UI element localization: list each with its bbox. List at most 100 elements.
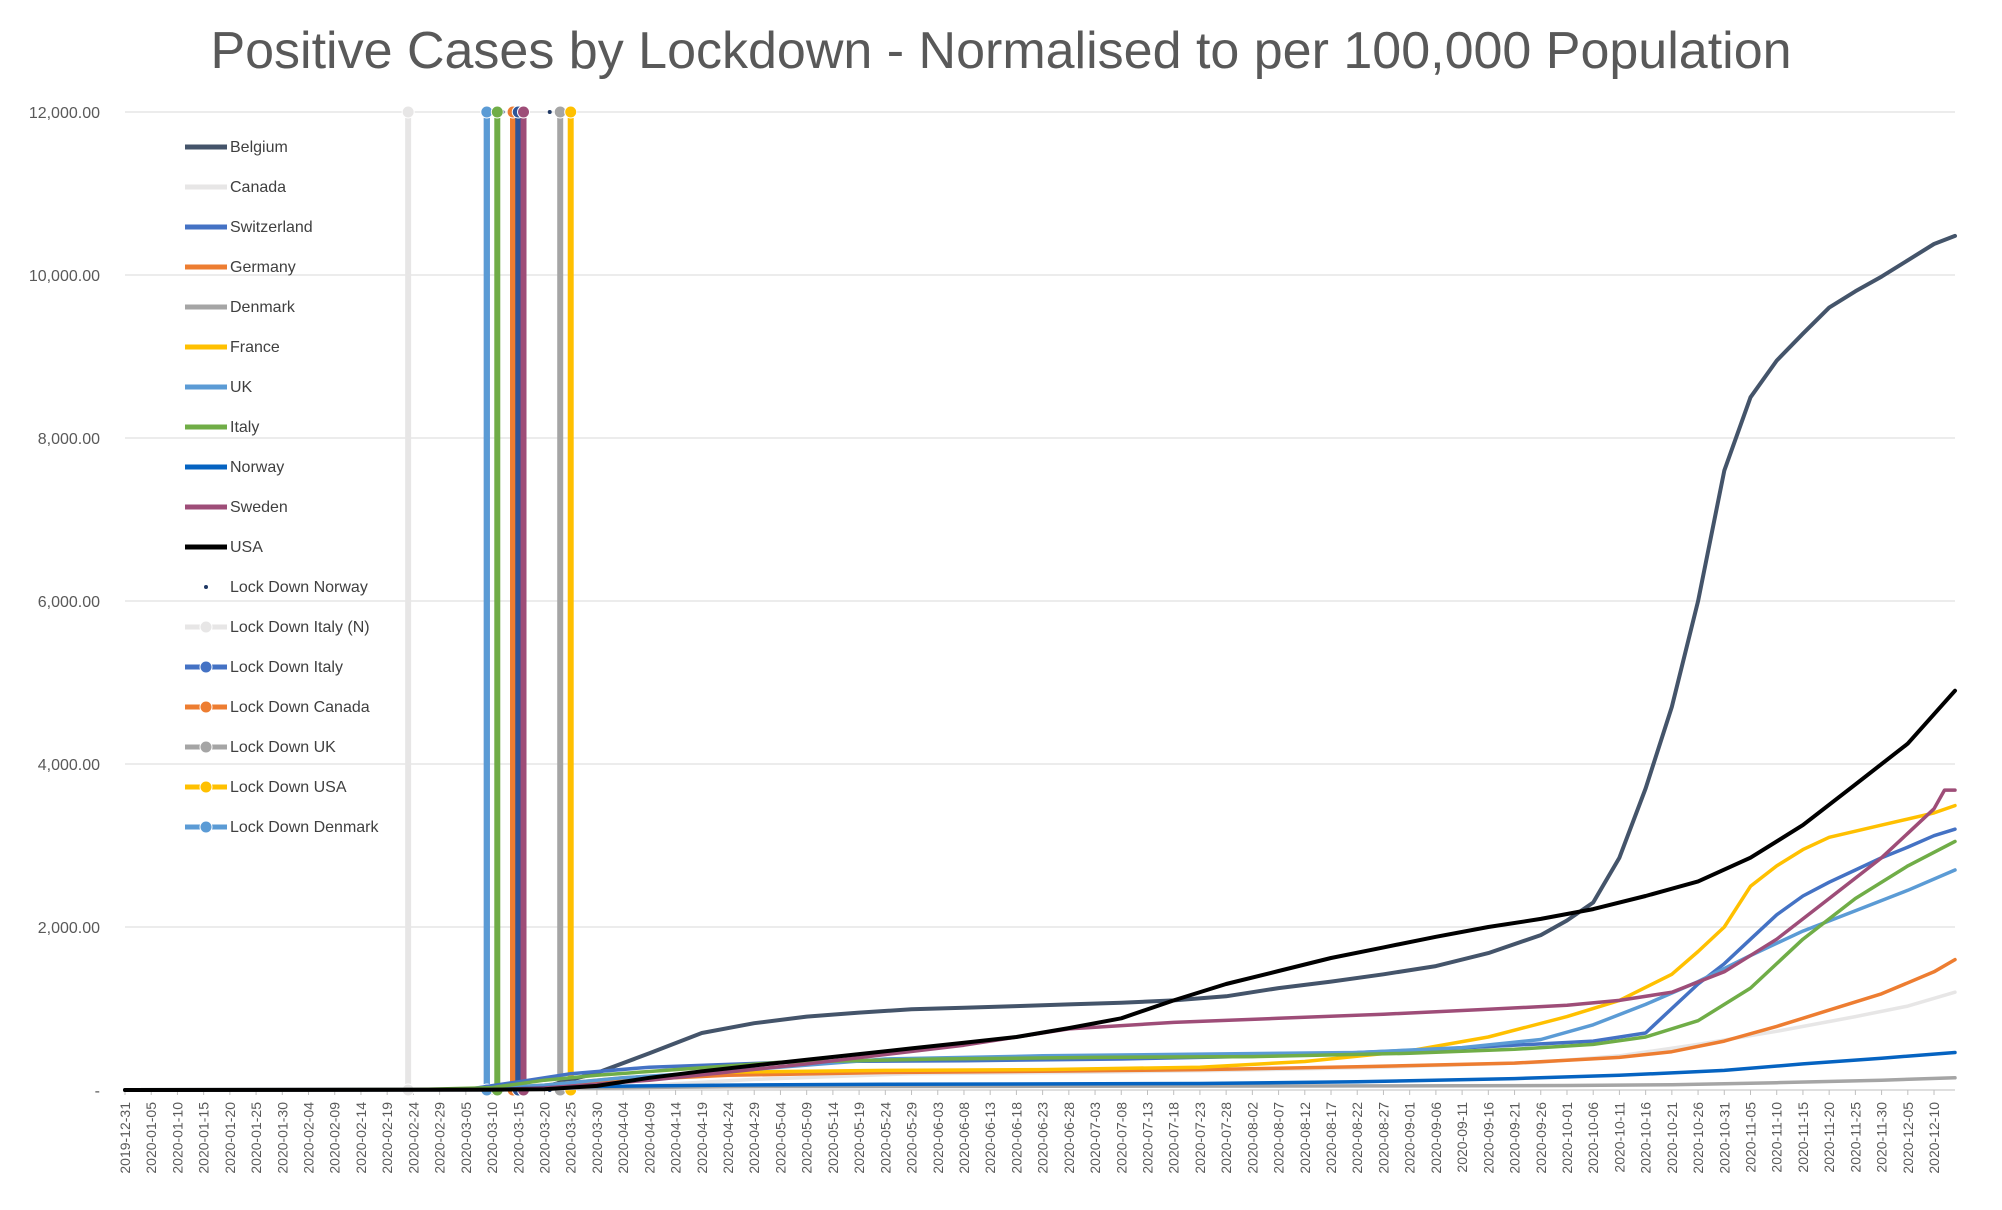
legend-label: Italy [230, 419, 259, 436]
lockdown-line-lock-down-italy-n [401, 105, 415, 1097]
x-tick-label: 2020-08-02 [1244, 1102, 1260, 1174]
series-line-uk [123, 868, 1957, 1092]
legend-label: USA [230, 539, 263, 556]
legend-item-lock-down-denmark: Lock Down Denmark [185, 819, 380, 836]
x-tick-label: 2020-05-09 [799, 1102, 815, 1174]
x-tick-label: 2020-10-11 [1611, 1102, 1627, 1173]
legend-label: Switzerland [230, 219, 313, 236]
x-axis: 2019-12-31 2020-01-05 2020-01-10 2020-01-15… [117, 1090, 1942, 1174]
legend-label: Belgium [230, 139, 288, 156]
legend-label: Norway [230, 459, 284, 476]
legend-item-belgium: Belgium [185, 139, 288, 156]
y-tick-label: 12,000.00 [29, 105, 100, 122]
x-tick-label: 2020-03-30 [589, 1102, 605, 1174]
legend-item-uk: UK [185, 379, 253, 396]
x-tick-label: 2020-12-10 [1926, 1102, 1942, 1174]
y-tick-label: 8,000.00 [38, 431, 100, 448]
x-tick-label: 2020-01-15 [196, 1102, 212, 1174]
x-tick-label: 2020-09-11 [1454, 1102, 1470, 1173]
y-tick-label: 6,000.00 [38, 594, 100, 611]
x-tick-label: 2020-10-21 [1664, 1102, 1680, 1174]
legend-label: Lock Down USA [230, 779, 347, 796]
legend-item-canada: Canada [185, 179, 286, 196]
y-tick-label: 2,000.00 [38, 920, 100, 937]
x-tick-label: 2020-06-23 [1035, 1102, 1051, 1174]
legend: Belgium Canada Switzerland Germany Denmark Fr… [185, 139, 380, 836]
gridlines [125, 111, 1955, 1091]
legend-item-lock-down-italy-n: Lock Down Italy (N) [185, 619, 370, 636]
legend-item-france: France [185, 339, 280, 356]
x-tick-label: 2020-05-24 [877, 1102, 893, 1174]
x-tick-label: 2020-02-29 [432, 1102, 448, 1174]
x-tick-label: 2020-08-27 [1375, 1102, 1391, 1174]
legend-swatch [204, 585, 208, 589]
x-tick-label: 2020-09-16 [1480, 1102, 1496, 1174]
x-tick-label: 2020-02-04 [301, 1102, 317, 1174]
lockdown-marker [517, 105, 531, 119]
x-tick-label: 2020-03-10 [484, 1102, 500, 1174]
legend-label: Lock Down Denmark [230, 819, 380, 836]
legend-label: Lock Down Italy [230, 659, 343, 676]
x-tick-label: 2019-12-31 [117, 1102, 133, 1174]
x-tick-label: 2020-06-08 [956, 1102, 972, 1174]
x-tick-label: 2020-06-03 [930, 1102, 946, 1174]
legend-item-switzerland: Switzerland [185, 219, 313, 236]
series-line-switzerland [123, 827, 1957, 1092]
x-tick-label: 2020-03-25 [563, 1102, 579, 1174]
x-tick-label: 2020-03-05 [458, 1102, 474, 1174]
x-tick-label: 2020-01-30 [274, 1102, 290, 1174]
x-tick-label: 2020-07-23 [1192, 1102, 1208, 1174]
chart-title: Positive Cases by Lockdown - Normalised … [210, 22, 1791, 80]
x-tick-label: 2020-05-04 [772, 1102, 788, 1174]
legend-marker [199, 740, 213, 754]
x-tick-label: 2020-05-29 [904, 1102, 920, 1174]
legend-label: Germany [230, 259, 296, 276]
x-tick-label: 2020-05-19 [851, 1102, 867, 1174]
series-lines [123, 233, 1957, 1092]
legend-item-usa: USA [185, 539, 263, 556]
x-tick-label: 2020-07-03 [1087, 1102, 1103, 1174]
x-tick-label: 2020-07-18 [1166, 1102, 1182, 1174]
x-tick-label: 2020-10-01 [1559, 1102, 1575, 1174]
series-line-sweden [123, 788, 1957, 1092]
x-tick-label: 2020-10-16 [1638, 1102, 1654, 1174]
legend-label: Lock Down Norway [230, 579, 368, 596]
x-tick-label: 2020-01-20 [222, 1102, 238, 1174]
x-tick-label: 2020-09-06 [1428, 1102, 1444, 1174]
series-line-italy [123, 839, 1957, 1092]
legend-marker [199, 700, 213, 714]
series-line-belgium [123, 233, 1957, 1092]
y-axis: - 2,000.00 4,000.00 6,000.00 8,000.00 10,000.… [29, 105, 100, 1100]
legend-item-lock-down-canada: Lock Down Canada [185, 699, 370, 716]
x-tick-label: 2020-07-28 [1218, 1102, 1234, 1174]
legend-item-norway: Norway [185, 459, 284, 476]
x-tick-label: 2020-01-05 [143, 1102, 159, 1174]
x-tick-label: 2020-11-15 [1795, 1102, 1811, 1173]
x-tick-label: 2020-08-17 [1323, 1102, 1339, 1174]
legend-item-germany: Germany [185, 259, 296, 276]
x-tick-label: 2020-11-25 [1847, 1102, 1863, 1173]
x-tick-label: 2020-04-24 [720, 1102, 736, 1174]
legend-label: Lock Down Italy (N) [230, 619, 370, 636]
x-tick-label: 2020-04-19 [694, 1102, 710, 1174]
lockdown-lines [401, 105, 578, 1097]
x-tick-label: 2020-03-15 [510, 1102, 526, 1174]
legend-item-italy: Italy [185, 419, 259, 436]
x-tick-label: 2020-11-05 [1743, 1102, 1759, 1173]
x-tick-label: 2020-11-10 [1769, 1102, 1785, 1173]
x-tick-label: 2020-06-13 [982, 1102, 998, 1174]
x-tick-label: 2020-12-05 [1900, 1102, 1916, 1174]
x-tick-label: 2020-10-26 [1690, 1102, 1706, 1174]
x-tick-label: 2020-08-12 [1297, 1102, 1313, 1174]
lockdown-marker [490, 105, 504, 119]
series-line-germany [123, 957, 1957, 1092]
legend-label: Denmark [230, 299, 296, 316]
x-tick-label: 2020-06-18 [1008, 1102, 1024, 1174]
x-tick-label: 2020-06-28 [1061, 1102, 1077, 1174]
x-tick-label: 2020-02-24 [405, 1102, 421, 1174]
y-tick-label: - [95, 1083, 100, 1100]
x-tick-label: 2020-10-06 [1585, 1102, 1601, 1174]
legend-item-sweden: Sweden [185, 499, 288, 516]
